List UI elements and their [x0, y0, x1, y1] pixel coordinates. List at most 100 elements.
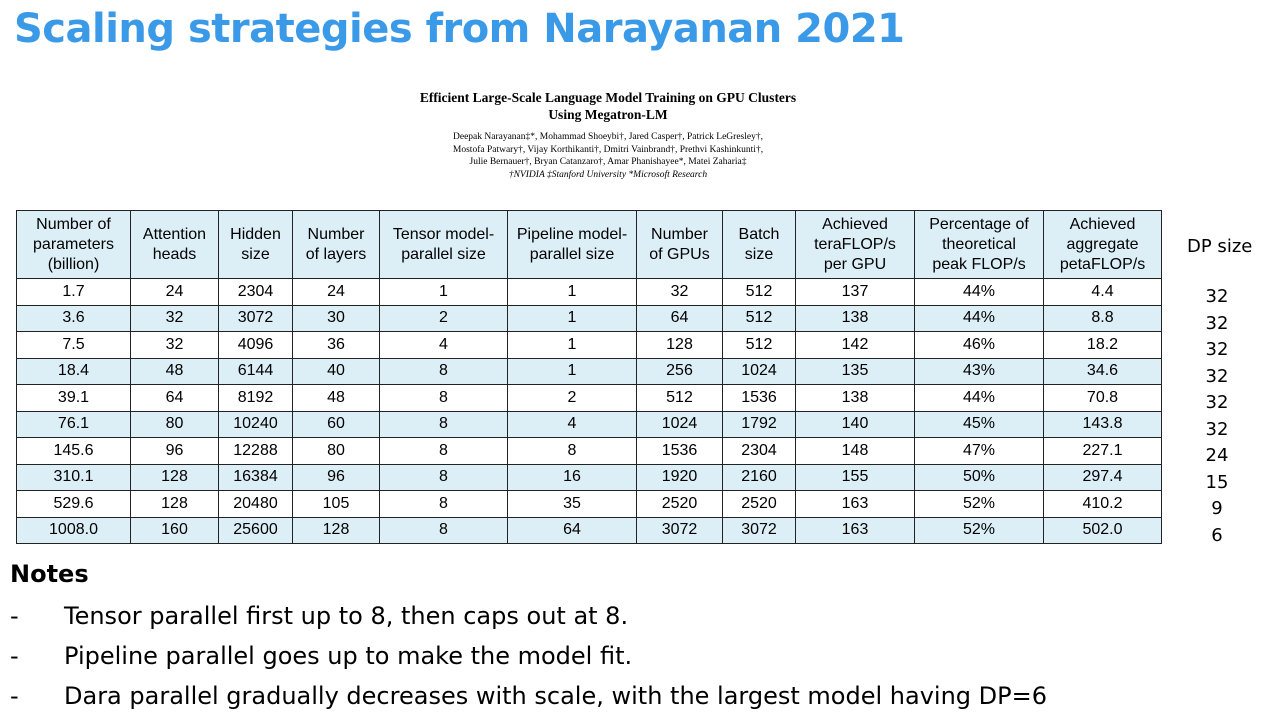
table-cell: 4096	[218, 331, 293, 359]
table-cell: 4.4	[1043, 278, 1162, 306]
note-bullet: -	[10, 642, 19, 670]
note-bullet: -	[10, 682, 19, 710]
table-cell: 310.1	[16, 463, 131, 491]
table-cell: 135	[795, 357, 915, 385]
dp-size-value: 6	[1211, 524, 1223, 546]
table-row: 3.6 32 3072 30 2 1 64 512 138 44% 8.8	[16, 304, 1162, 332]
table-cell: 2160	[722, 463, 796, 491]
dp-size-value: 32	[1205, 365, 1229, 387]
table-cell: 1	[507, 357, 637, 385]
table-cell: 8	[379, 490, 508, 518]
note-text: Dara parallel gradually decreases with s…	[64, 682, 1047, 710]
dp-size-value: 32	[1205, 339, 1229, 360]
table-cell: 32	[130, 304, 219, 332]
table-cell: 1	[379, 278, 508, 306]
table-cell: 47%	[914, 437, 1044, 465]
table-cell: 96	[292, 463, 380, 491]
column-header-teraflops: Achieved teraFLOP/s per GPU	[795, 210, 915, 279]
table-cell: 163	[795, 516, 915, 544]
dp-size-label: DP size	[1187, 236, 1253, 257]
table-cell: 155	[795, 463, 915, 491]
table-cell: 36	[292, 331, 380, 359]
column-header-gpus: Number of GPUs	[636, 210, 723, 279]
table-cell: 8	[379, 384, 508, 412]
table-row: 310.1 128 16384 96 8 16 1920 2160 155 50% 297.4	[16, 463, 1162, 491]
table-cell: 48	[292, 384, 380, 412]
note-text: Pipeline parallel goes up to make the mo…	[64, 642, 633, 670]
column-header-attention-heads: Attention heads	[130, 210, 219, 279]
table-cell: 16384	[218, 463, 293, 491]
table-cell: 105	[292, 490, 380, 518]
table-cell: 76.1	[16, 410, 131, 438]
table-row: 18.4 48 6144 40 8 1 256 1024 135 43% 34.6	[16, 357, 1162, 385]
table-cell: 8.8	[1043, 304, 1162, 332]
table-cell: 128	[292, 516, 380, 544]
table-cell: 297.4	[1043, 463, 1162, 491]
table-cell: 142	[795, 331, 915, 359]
table-cell: 20480	[218, 490, 293, 518]
column-header-petaflops: Achieved aggregate petaFLOP/s	[1043, 210, 1162, 279]
table-cell: 8	[507, 437, 637, 465]
table-cell: 410.2	[1043, 490, 1162, 518]
table-cell: 16	[507, 463, 637, 491]
results-table: Number of parameters (billion) Attention he…	[16, 210, 1162, 544]
paper-header: Efficient Large-Scale Language Model Tra…	[300, 89, 916, 181]
table-cell: 60	[292, 410, 380, 438]
dp-size-column: 32 32 32 32 32 32 24 15 9 6	[1198, 284, 1236, 549]
table-cell: 8192	[218, 384, 293, 412]
table-cell: 143.8	[1043, 410, 1162, 438]
table-cell: 3072	[636, 516, 723, 544]
table-cell: 4	[507, 410, 637, 438]
paper-title-line: Efficient Large-Scale Language Model Tra…	[419, 90, 797, 105]
table-cell: 96	[130, 437, 219, 465]
column-header-tensor-parallel: Tensor model-parallel size	[379, 210, 508, 279]
paper-authors-line: Mostofa Patwary†, Vijay Korthikanti†, Dm…	[452, 144, 764, 155]
table-cell: 1	[507, 278, 637, 306]
table-row: 39.1 64 8192 48 8 2 512 1536 138 44% 70.8	[16, 384, 1162, 412]
table-cell: 1	[507, 304, 637, 332]
table-cell: 1536	[636, 437, 723, 465]
table-cell: 46%	[914, 331, 1044, 359]
table-cell: 80	[130, 410, 219, 438]
table-cell: 2304	[218, 278, 293, 306]
table-cell: 128	[636, 331, 723, 359]
table-cell: 2304	[722, 437, 796, 465]
table-cell: 32	[636, 278, 723, 306]
note-text: Tensor parallel first up to 8, then caps…	[64, 602, 629, 630]
table-cell: 160	[130, 516, 219, 544]
table-cell: 18.4	[16, 357, 131, 385]
table-cell: 512	[722, 304, 796, 332]
table-cell: 3072	[218, 304, 293, 332]
table-cell: 48	[130, 357, 219, 385]
table-cell: 163	[795, 490, 915, 518]
table-cell: 52%	[914, 490, 1044, 518]
table-header-row: Number of parameters (billion) Attention he…	[16, 210, 1162, 279]
table-cell: 1024	[722, 357, 796, 385]
table-cell: 8	[379, 357, 508, 385]
table-cell: 52%	[914, 516, 1044, 544]
table-cell: 18.2	[1043, 331, 1162, 359]
table-cell: 1920	[636, 463, 723, 491]
table-cell: 8	[379, 463, 508, 491]
table-cell: 45%	[914, 410, 1044, 438]
table-cell: 80	[292, 437, 380, 465]
table-cell: 64	[507, 516, 637, 544]
note-bullet: -	[10, 602, 19, 630]
dp-size-value: 32	[1205, 392, 1229, 413]
table-cell: 40	[292, 357, 380, 385]
column-header-peak-percentage: Percentage of theoretical peak FLOP/s	[914, 210, 1044, 279]
table-cell: 64	[130, 384, 219, 412]
table-cell: 138	[795, 384, 915, 412]
paper-authors-line: Deepak Narayanan‡*, Mohammad Shoeybi†, J…	[453, 132, 763, 142]
table-cell: 64	[636, 304, 723, 332]
table-cell: 512	[722, 331, 796, 359]
table-row: 529.6 128 20480 105 8 35 2520 2520 163 52% 410.2	[16, 490, 1162, 518]
table-cell: 227.1	[1043, 437, 1162, 465]
table-cell: 7.5	[16, 331, 131, 359]
dp-size-value: 15	[1205, 471, 1229, 493]
table-cell: 529.6	[16, 490, 131, 518]
table-row: 7.5 32 4096 36 4 1 128 512 142 46% 18.2	[16, 331, 1162, 359]
table-cell: 128	[130, 490, 219, 518]
table-cell: 12288	[218, 437, 293, 465]
table-cell: 44%	[914, 384, 1044, 412]
